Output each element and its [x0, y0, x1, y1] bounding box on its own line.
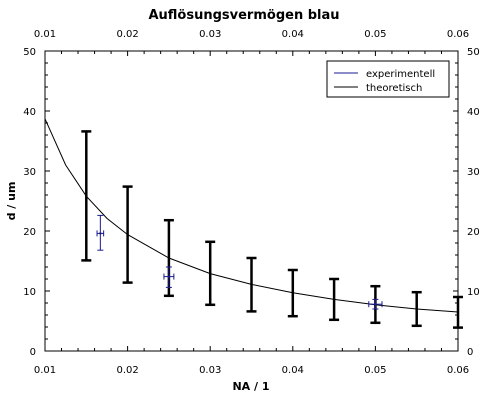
x-axis-top: 0.01 0.02 0.03 0.04 0.05 0.06	[34, 29, 469, 56]
chart-title: Auflösungsvermögen blau	[148, 8, 339, 23]
y-tick-label: 40	[23, 107, 36, 118]
x-tick-label: 0.05	[364, 365, 386, 376]
legend-label-theoretisch: theoretisch	[366, 83, 422, 94]
experimental-series	[96, 214, 383, 310]
y-right-tick-label: 10	[467, 287, 480, 298]
y-tick-label: 0	[30, 347, 36, 358]
x-top-tick-label: 0.06	[447, 29, 469, 40]
x-top-tick-label: 0.03	[199, 29, 221, 40]
y-tick-label: 30	[23, 167, 36, 178]
experimental-point	[99, 232, 102, 235]
x-axis-bottom: 0.01 0.02 0.03 0.04 0.05 0.06	[34, 346, 469, 376]
legend-label-experimentell: experimentell	[366, 69, 435, 80]
y-right-tick-label: 50	[467, 47, 480, 58]
y-right-tick-label: 40	[467, 107, 480, 118]
theoretical-error-bars	[81, 130, 463, 329]
x-axis-label: NA / 1	[232, 380, 269, 393]
x-tick-label: 0.02	[116, 365, 138, 376]
x-tick-label: 0.03	[199, 365, 221, 376]
x-tick-label: 0.06	[447, 365, 469, 376]
y-tick-label: 20	[23, 227, 36, 238]
plot-frame	[44, 50, 459, 352]
experimental-point	[374, 303, 377, 306]
x-top-tick-label: 0.01	[34, 29, 56, 40]
x-tick-label: 0.01	[34, 365, 56, 376]
experimental-point	[167, 275, 171, 278]
x-top-tick-label: 0.04	[282, 29, 304, 40]
y-tick-label: 50	[23, 47, 36, 58]
x-tick-label: 0.04	[282, 365, 304, 376]
legend: experimentell theoretisch	[326, 60, 450, 98]
legend-box	[326, 60, 450, 98]
y-tick-label: 10	[23, 287, 36, 298]
x-top-tick-label: 0.02	[116, 29, 138, 40]
x-top-tick-label: 0.05	[364, 29, 386, 40]
y-right-tick-label: 20	[467, 227, 480, 238]
y-axis-label: d / um	[5, 182, 18, 221]
y-right-tick-label: 30	[467, 167, 480, 178]
y-right-tick-label: 0	[467, 347, 473, 358]
y-axis-left: 0 10 20 30 40 50	[23, 47, 50, 358]
y-axis-right: 0 10 20 30 40 50	[453, 47, 480, 358]
